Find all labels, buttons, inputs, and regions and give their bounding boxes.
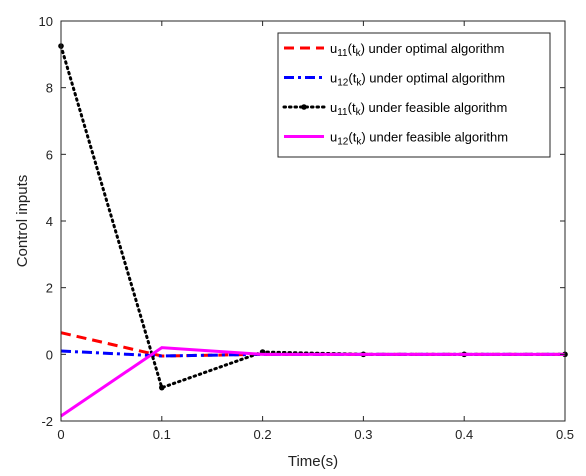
legend-text-part: t <box>353 71 357 86</box>
y-tick-label: 4 <box>46 214 53 229</box>
legend-text-part: under optimal algorithm <box>369 41 505 56</box>
legend-text-part: t <box>353 130 357 145</box>
legend-text-part: k <box>356 107 362 118</box>
series-line-4 <box>60 346 565 418</box>
x-tick-label: 0 <box>57 427 64 442</box>
tick-labels: 0 0.1 0.2 0.3 0.4 0.5 -2 0 2 4 6 8 10 <box>39 14 575 442</box>
legend-text-part: t <box>352 41 356 56</box>
x-tick-label: 0.3 <box>354 427 372 442</box>
legend-text-part: 11 <box>337 48 348 59</box>
legend-text-part: u <box>330 100 337 115</box>
legend-text-part: under optimal algorithm <box>369 71 505 86</box>
legend-text-part: k <box>356 137 362 148</box>
legend-text-part: k <box>356 48 362 59</box>
legend-entry-3: u11(tk) under feasible algorithm <box>330 100 507 118</box>
legend-text-part: 11 <box>337 107 348 118</box>
axis-ticks <box>60 20 566 422</box>
series-layer <box>58 43 568 418</box>
y-tick-label: -2 <box>41 414 53 429</box>
x-tick-label: 0.5 <box>556 427 574 442</box>
legend-text-part: 12 <box>337 137 349 148</box>
y-axis-label: Control inputs <box>14 175 31 268</box>
legend-text-part: under feasible algorithm <box>369 100 508 115</box>
x-tick-label: 0.1 <box>153 427 171 442</box>
legend-text-part: 12 <box>337 78 349 89</box>
legend-entry-4: u12(tk) under feasible algorithm <box>330 130 508 148</box>
x-tick-label: 0.2 <box>254 427 272 442</box>
y-tick-label: 10 <box>39 14 53 29</box>
y-tick-label: 8 <box>46 81 53 96</box>
legend-text-part: u <box>330 130 337 145</box>
legend: u11(tk) under optimal algorithm u12(tk) u… <box>277 32 551 158</box>
legend-text-part: u <box>330 71 337 86</box>
y-tick-label: 0 <box>46 347 53 362</box>
legend-text-part: k <box>356 78 362 89</box>
series-point <box>159 384 165 391</box>
legend-text-part: u <box>330 41 337 56</box>
x-axis-label: Time(s) <box>288 453 338 470</box>
legend-entry-1: u11(tk) under optimal algorithm <box>330 41 504 59</box>
legend-text-part: t <box>352 100 356 115</box>
y-tick-label: 6 <box>46 147 53 162</box>
legend-text-part: under feasible algorithm <box>369 130 508 145</box>
y-tick-label: 2 <box>46 281 53 296</box>
x-tick-label: 0.4 <box>455 427 473 442</box>
legend-marker <box>301 104 307 110</box>
legend-entry-2: u12(tk) under optimal algorithm <box>330 71 505 89</box>
